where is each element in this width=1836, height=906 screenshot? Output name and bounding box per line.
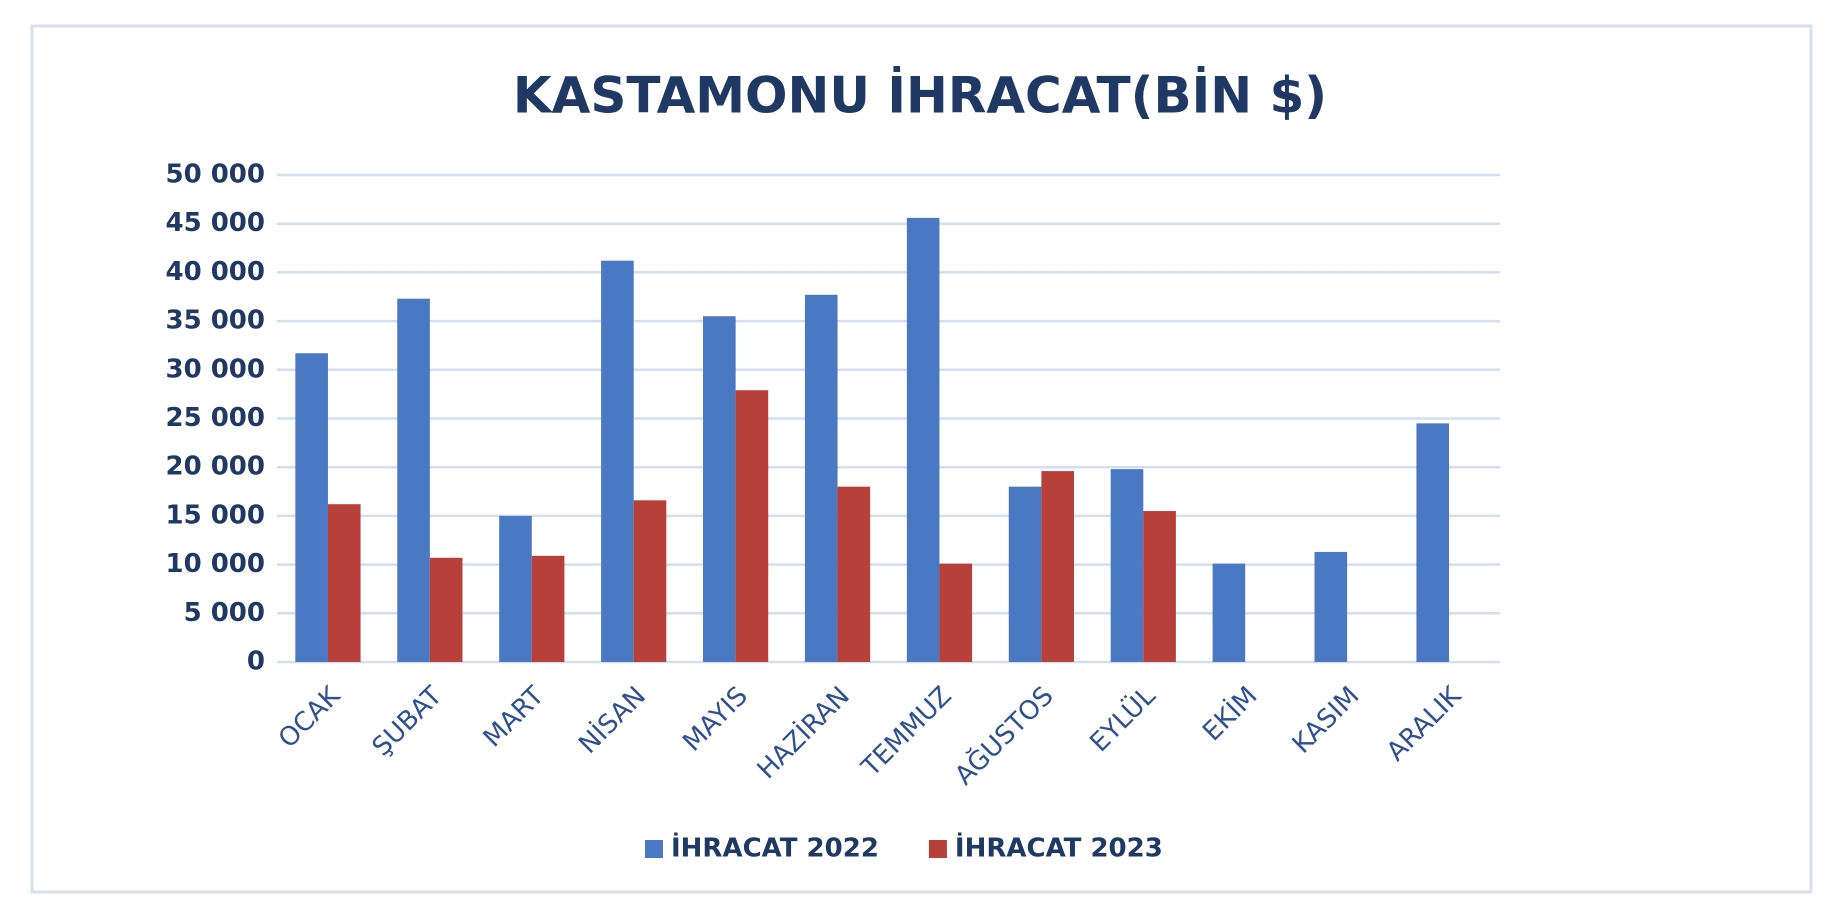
- bar: [804, 294, 838, 662]
- legend-swatch: [928, 840, 947, 858]
- bar: [633, 500, 667, 662]
- y-tick-label: 25 000: [165, 403, 265, 433]
- legend-swatch: [645, 840, 663, 858]
- bar: [1143, 511, 1176, 662]
- y-tick-label: 50 000: [165, 160, 265, 190]
- bar: [906, 217, 940, 662]
- bar: [703, 316, 736, 662]
- bar: [1110, 469, 1144, 662]
- bar: [939, 563, 973, 662]
- y-tick-label: 35 000: [165, 306, 265, 336]
- y-tick-label: 15 000: [165, 500, 265, 530]
- legend-label: İHRACAT 2022: [671, 832, 879, 864]
- bar: [1041, 471, 1074, 662]
- y-tick-label: 40 000: [165, 257, 265, 287]
- bar: [837, 486, 871, 662]
- bar: [735, 390, 769, 662]
- bar: [295, 353, 328, 662]
- bar: [397, 298, 430, 662]
- y-tick-label: 45 000: [165, 208, 265, 238]
- bar: [429, 557, 463, 662]
- y-tick-label: 5 000: [184, 598, 265, 628]
- legend-label: İHRACAT 2023: [955, 832, 1163, 864]
- y-tick-label: 10 000: [165, 549, 265, 579]
- bar: [327, 504, 361, 662]
- bar: [1416, 423, 1450, 662]
- bar: [1008, 486, 1042, 662]
- bar: [531, 555, 565, 662]
- y-tick-label: 0: [247, 647, 265, 677]
- y-tick-label: 20 000: [165, 452, 265, 482]
- chart-title: KASTAMONU İHRACAT(BİN $): [513, 67, 1327, 125]
- bar: [499, 515, 532, 662]
- bar: [1212, 563, 1246, 662]
- bar: [1314, 551, 1348, 662]
- y-tick-label: 30 000: [165, 354, 265, 384]
- bar: [601, 260, 634, 662]
